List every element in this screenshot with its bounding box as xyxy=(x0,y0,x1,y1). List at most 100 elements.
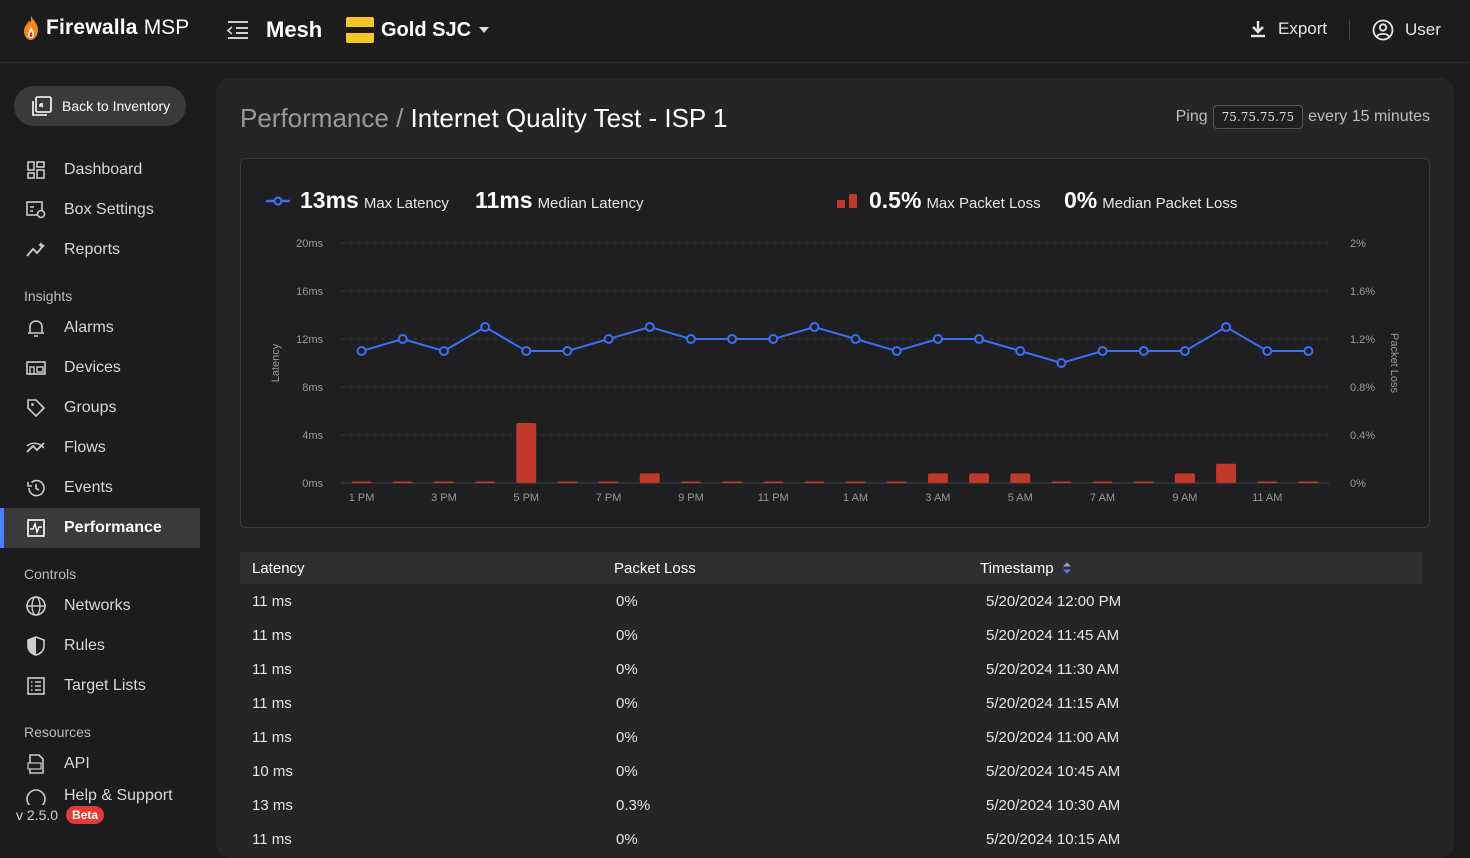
median-packet-loss-value: 0% xyxy=(1064,187,1098,213)
sidebar-item-performance[interactable]: Performance xyxy=(0,508,200,548)
table-row[interactable]: 11 ms 0% 5/20/2024 10:15 AM xyxy=(240,822,1422,856)
table-row[interactable]: 11 ms 0% 5/20/2024 12:00 PM xyxy=(240,584,1422,618)
network-name[interactable]: Mesh xyxy=(266,17,323,42)
cell-packet-loss: 0.3% xyxy=(616,796,651,814)
sidebar-item-api[interactable]: API xyxy=(0,744,200,784)
cell-latency: 11 ms xyxy=(252,694,292,712)
y-tick-label: 8ms xyxy=(302,382,323,394)
sidebar-item-devices[interactable]: Devices xyxy=(0,348,200,388)
latency-point xyxy=(974,334,985,344)
cell-latency: 11 ms xyxy=(252,660,292,678)
max-packet-loss-label: Max Packet Loss xyxy=(926,195,1041,212)
latency-point xyxy=(480,322,491,332)
x-tick-label: 7 AM xyxy=(1090,492,1115,504)
y-tick-label: 0ms xyxy=(302,478,323,490)
cell-latency: 11 ms xyxy=(252,728,292,746)
sidebar-item-help[interactable]: Help & Support xyxy=(0,787,200,805)
latency-point xyxy=(891,346,902,356)
sidebar-item-events[interactable]: Events xyxy=(0,468,200,508)
latency-point xyxy=(1056,358,1067,368)
stat-max-latency: 13ms Max Latency xyxy=(265,187,449,214)
latency-point xyxy=(685,334,696,344)
y2-tick-label: 1.2% xyxy=(1350,334,1375,346)
export-button[interactable]: Export xyxy=(1248,19,1327,39)
header-packet-loss[interactable]: Packet Loss xyxy=(614,559,696,577)
performance-chart-card: 13ms Max Latency 11ms Median Latency 0.5… xyxy=(240,158,1430,528)
sidebar-item-reports[interactable]: Reports xyxy=(0,230,200,270)
cell-packet-loss: 0% xyxy=(616,626,638,644)
header-timestamp-label: Timestamp xyxy=(980,559,1054,577)
breadcrumb-performance[interactable]: Performance xyxy=(240,103,389,133)
latency-point xyxy=(1015,346,1026,356)
sidebar-item-label: Help & Support xyxy=(64,787,173,804)
table-row[interactable]: 11 ms 0% 5/20/2024 11:45 AM xyxy=(240,618,1422,652)
table-row[interactable]: 11 ms 0% 5/20/2024 11:30 AM xyxy=(240,652,1422,686)
packet-loss-bar xyxy=(680,481,701,483)
sidebar-item-groups[interactable]: Groups xyxy=(0,388,200,428)
table-row[interactable]: 10 ms 0% 5/20/2024 10:45 AM xyxy=(240,754,1422,788)
header-latency[interactable]: Latency xyxy=(252,559,305,577)
packet-loss-bar xyxy=(639,473,660,483)
packet-loss-legend-icon xyxy=(837,193,857,208)
sidebar-item-target-lists[interactable]: Target Lists xyxy=(0,666,200,706)
latency-point xyxy=(932,334,943,344)
packet-loss-bar xyxy=(516,423,537,483)
latency-point xyxy=(562,346,573,356)
table-row[interactable]: 11 ms 0% 5/20/2024 11:15 AM xyxy=(240,686,1422,720)
stat-median-latency: 11ms Median Latency xyxy=(475,187,643,214)
table-row[interactable]: 11 ms 0% 5/20/2024 11:00 AM xyxy=(240,720,1422,754)
menu-toggle-icon[interactable] xyxy=(226,20,250,40)
globe-icon xyxy=(24,594,48,618)
user-menu[interactable]: User xyxy=(1372,19,1441,41)
sidebar-item-alarms[interactable]: Alarms xyxy=(0,308,200,348)
y2-tick-label: 1.6% xyxy=(1350,286,1375,298)
export-label: Export xyxy=(1278,19,1328,38)
brand-logo[interactable]: Firewalla MSP xyxy=(22,15,189,41)
packet-loss-bar xyxy=(475,481,496,483)
max-latency-value: 13ms xyxy=(300,187,359,213)
back-to-inventory-label: Back to Inventory xyxy=(62,98,171,114)
latency-point xyxy=(850,334,861,344)
packet-loss-bar xyxy=(969,473,990,483)
y2-tick-label: 2% xyxy=(1350,238,1366,250)
median-latency-value: 11ms xyxy=(475,187,533,213)
cell-packet-loss: 0% xyxy=(616,660,638,678)
y-tick-label: 16ms xyxy=(296,286,323,298)
cell-latency: 11 ms xyxy=(252,626,292,644)
box-thumbnail-icon xyxy=(346,17,374,43)
back-to-inventory-button[interactable]: Back to Inventory xyxy=(14,86,186,126)
api-icon xyxy=(24,752,48,776)
y-tick-label: 4ms xyxy=(302,430,323,442)
section-label-insights: Insights xyxy=(24,288,73,304)
cell-timestamp: 5/20/2024 11:00 AM xyxy=(986,728,1120,746)
latency-point xyxy=(1138,346,1149,356)
median-latency-label: Median Latency xyxy=(537,195,644,212)
packet-loss-bar xyxy=(927,473,948,483)
ping-interval: every 15 minutes xyxy=(1308,108,1430,125)
sidebar-item-label: Events xyxy=(64,479,113,496)
latency-point xyxy=(438,346,449,356)
section-label-controls: Controls xyxy=(24,566,77,582)
box-selector[interactable]: Gold SJC xyxy=(346,17,490,43)
cell-timestamp: 5/20/2024 11:15 AM xyxy=(986,694,1120,712)
header-timestamp[interactable]: Timestamp xyxy=(974,560,1422,577)
sidebar-item-dashboard[interactable]: Dashboard xyxy=(0,150,200,190)
x-tick-label: 5 AM xyxy=(1008,492,1033,504)
sidebar-item-flows[interactable]: Flows xyxy=(0,428,200,468)
x-tick-label: 9 AM xyxy=(1172,492,1197,504)
packet-loss-bar xyxy=(557,481,578,483)
table-row[interactable]: 13 ms 0.3% 5/20/2024 10:30 AM xyxy=(240,788,1422,822)
packet-loss-bar xyxy=(598,481,619,483)
sidebar-item-networks[interactable]: Networks xyxy=(0,586,200,626)
latency-point xyxy=(1303,346,1314,356)
y2-tick-label: 0.4% xyxy=(1350,430,1375,442)
page-title: Performance / Internet Quality Test - IS… xyxy=(240,103,728,134)
bell-icon xyxy=(24,316,48,340)
user-label: User xyxy=(1405,20,1441,39)
sidebar-item-label: Reports xyxy=(64,241,121,258)
x-tick-label: 7 PM xyxy=(596,492,622,504)
shield-icon xyxy=(24,634,48,658)
sidebar-item-box-settings[interactable]: Box Settings xyxy=(0,190,200,230)
sidebar-item-rules[interactable]: Rules xyxy=(0,626,200,666)
y-tick-label: 20ms xyxy=(296,238,323,250)
